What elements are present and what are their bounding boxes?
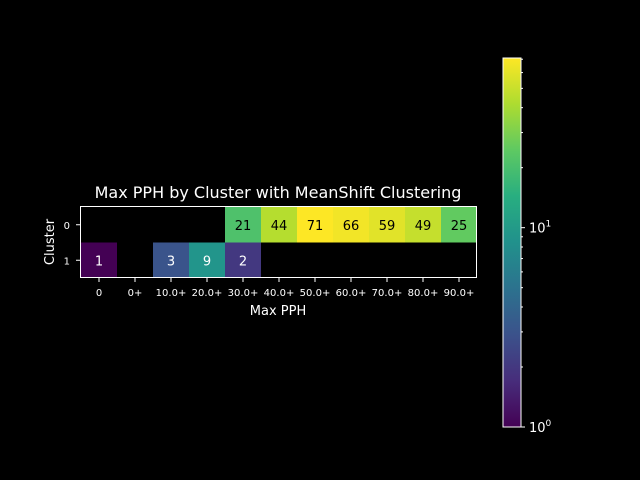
plot-frame <box>80 206 477 278</box>
heatmap-cell <box>369 207 405 243</box>
x-axis-label: Max PPH <box>250 304 306 319</box>
colorbar: 100 101 <box>502 57 552 436</box>
colorbar-frame <box>502 57 522 428</box>
x-tick-label: 0+ <box>128 288 143 299</box>
heatmap-cell <box>333 207 369 243</box>
heatmap-cell <box>297 207 333 243</box>
y-tick-label: 1 <box>64 256 70 267</box>
heatmap-cell <box>189 242 225 278</box>
x-tick-label: 50.0+ <box>300 288 331 299</box>
heatmap-cell <box>441 207 477 243</box>
colorbar-gradient <box>503 58 521 427</box>
x-tick-label: 40.0+ <box>264 288 295 299</box>
cell-value-label: 1 <box>95 254 103 269</box>
x-tick-label: 20.0+ <box>192 288 223 299</box>
y-axis-ticks: 01 <box>64 221 80 267</box>
cell-value-label: 25 <box>451 219 468 234</box>
cell-value-label: 71 <box>307 219 324 234</box>
cell-value-label: 59 <box>379 219 396 234</box>
cell-value-label: 66 <box>343 219 360 234</box>
colorbar-tick-label: 100 <box>529 419 552 436</box>
cell-value-label: 9 <box>203 254 211 269</box>
y-axis-label: Cluster <box>43 218 58 265</box>
x-tick-label: 90.0+ <box>444 288 475 299</box>
x-tick-label: 10.0+ <box>156 288 187 299</box>
y-tick-label: 0 <box>64 221 70 232</box>
cell-value-label: 3 <box>167 254 175 269</box>
heatmap-cell <box>81 242 117 278</box>
heatmap-cell <box>405 207 441 243</box>
x-tick-label: 80.0+ <box>408 288 439 299</box>
x-tick-label: 70.0+ <box>372 288 403 299</box>
colorbar-tick-label: 101 <box>529 220 551 237</box>
cell-value-label: 49 <box>415 219 432 234</box>
x-tick-label: 0 <box>96 288 102 299</box>
cell-value-label: 21 <box>235 219 252 234</box>
x-axis-ticks: 0 0+ 10.0+ 20.0+ 30.0+ 40.0+ 50.0+ 60.0+ 70.0+ 80… <box>96 278 475 299</box>
heatmap-cell <box>225 207 261 243</box>
x-tick-label: 30.0+ <box>228 288 259 299</box>
heatmap-cell <box>261 207 297 243</box>
heatmap-cells: 21 44 71 66 59 49 25 1 3 9 2 <box>81 207 477 278</box>
heatmap-cell <box>225 242 261 278</box>
chart-title: Max PPH by Cluster with MeanShift Cluste… <box>95 183 462 202</box>
heatmap-cell <box>153 242 189 278</box>
colorbar-ticks: 100 101 <box>521 58 552 436</box>
cell-value-label: 2 <box>239 254 247 269</box>
cell-value-label: 44 <box>271 219 288 234</box>
x-tick-label: 60.0+ <box>336 288 367 299</box>
